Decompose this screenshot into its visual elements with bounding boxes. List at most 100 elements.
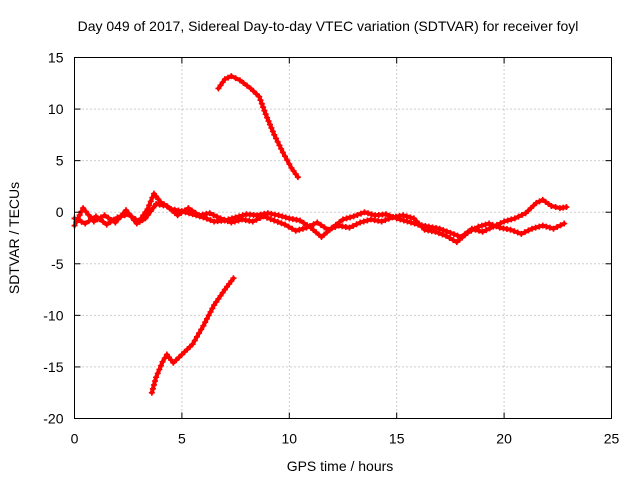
data-point xyxy=(282,153,289,160)
data-point xyxy=(150,381,157,388)
data-point xyxy=(514,229,521,236)
data-point xyxy=(185,205,192,212)
x-tick-label: 25 xyxy=(604,431,620,447)
data-point xyxy=(471,225,478,232)
data-point xyxy=(217,292,224,299)
data-point xyxy=(112,219,119,226)
data-point xyxy=(181,207,188,214)
data-point xyxy=(272,135,279,142)
data-point xyxy=(148,389,155,396)
x-tick-label: 20 xyxy=(496,431,512,447)
data-point xyxy=(207,217,214,224)
y-tick-label: -15 xyxy=(43,359,63,375)
data-point xyxy=(228,219,235,226)
data-point xyxy=(120,210,127,217)
data-point xyxy=(382,217,389,224)
data-point xyxy=(361,209,368,216)
data-point xyxy=(332,223,339,230)
plot-frame xyxy=(74,57,612,419)
data-point xyxy=(205,312,212,319)
data-point xyxy=(153,374,160,381)
x-tick-label: 0 xyxy=(71,431,79,447)
data-point xyxy=(282,221,289,228)
data-point xyxy=(114,216,121,223)
data-point xyxy=(123,207,130,214)
data-point xyxy=(536,198,543,205)
data-point xyxy=(157,362,164,369)
data-point xyxy=(288,164,295,171)
data-point xyxy=(310,221,317,228)
data-point xyxy=(529,225,536,232)
data-point xyxy=(443,232,450,239)
data-point xyxy=(275,212,282,219)
data-point xyxy=(76,212,83,219)
data-point xyxy=(260,104,267,111)
data-point xyxy=(256,215,263,222)
data-point xyxy=(210,211,217,218)
data-point xyxy=(407,214,414,221)
data-point xyxy=(507,226,514,233)
y-tick-label: 0 xyxy=(56,204,64,220)
data-point xyxy=(432,228,439,235)
data-point xyxy=(552,204,559,211)
data-point xyxy=(314,219,321,226)
data-point xyxy=(300,219,307,226)
data-point xyxy=(285,223,292,230)
data-point xyxy=(324,226,331,233)
data-point xyxy=(221,76,228,83)
data-point xyxy=(253,216,260,223)
data-point xyxy=(219,289,226,296)
data-point xyxy=(482,221,489,228)
data-point xyxy=(211,302,218,309)
data-point xyxy=(548,203,555,210)
data-point xyxy=(149,385,156,392)
y-tick-label: -5 xyxy=(51,256,64,272)
data-point xyxy=(261,107,268,114)
data-point xyxy=(224,218,231,225)
data-point xyxy=(511,228,518,235)
data-point xyxy=(240,79,247,86)
y-tick-label: -10 xyxy=(43,307,63,323)
data-point xyxy=(486,220,493,227)
data-point xyxy=(264,114,271,121)
data-point xyxy=(152,378,159,385)
data-point xyxy=(317,221,324,228)
data-point xyxy=(209,305,216,312)
data-point xyxy=(508,216,515,223)
data-point xyxy=(321,224,328,231)
data-point xyxy=(450,231,457,238)
data-point xyxy=(193,333,200,340)
data-point xyxy=(403,213,410,220)
data-point xyxy=(292,171,299,178)
data-point xyxy=(365,210,372,217)
data-point xyxy=(244,82,251,89)
data-point xyxy=(268,124,275,131)
data-point xyxy=(550,225,557,232)
x-tick-label: 10 xyxy=(282,431,298,447)
data-point xyxy=(501,218,508,225)
data-point xyxy=(221,216,228,223)
data-point xyxy=(274,218,281,225)
data-point xyxy=(145,211,152,218)
data-point xyxy=(483,227,490,234)
data-point xyxy=(557,222,564,229)
data-point xyxy=(454,232,461,239)
data-point xyxy=(192,209,199,216)
data-point xyxy=(303,224,310,231)
data-point xyxy=(489,221,496,228)
data-point xyxy=(504,217,511,224)
x-tick-label: 5 xyxy=(178,431,186,447)
series-arc-low xyxy=(148,275,237,396)
data-point xyxy=(289,225,296,232)
data-point xyxy=(269,128,276,135)
data-point xyxy=(228,73,235,80)
data-point xyxy=(382,211,389,218)
data-point xyxy=(161,355,168,362)
data-point xyxy=(299,225,306,232)
data-point xyxy=(404,218,411,225)
data-point xyxy=(215,295,222,302)
data-point xyxy=(521,229,528,236)
data-point xyxy=(282,214,289,221)
data-point xyxy=(203,315,210,322)
data-point xyxy=(271,217,278,224)
